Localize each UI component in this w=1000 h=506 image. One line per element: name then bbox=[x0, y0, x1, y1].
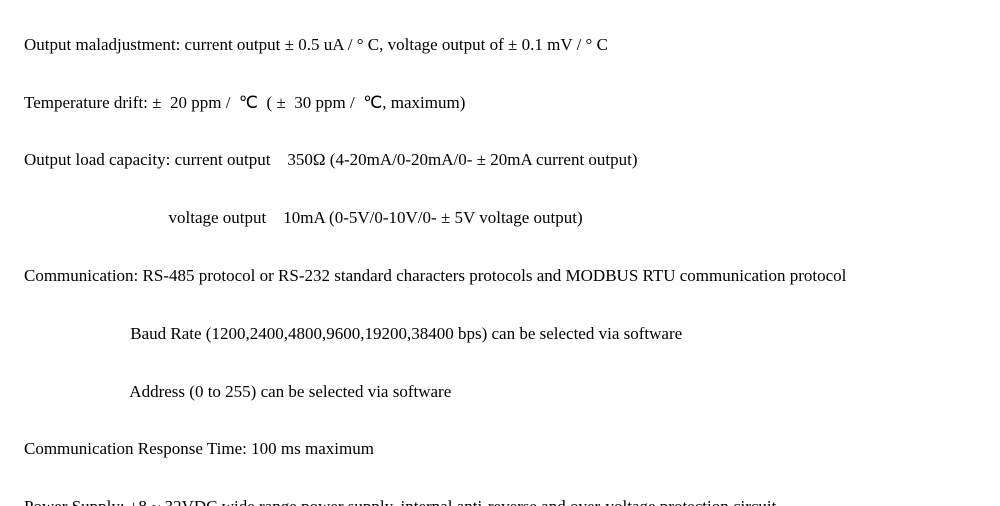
line-communication-baud-rate: Baud Rate (1200,2400,4800,9600,19200,384… bbox=[24, 320, 1000, 349]
line-communication-address: Address (0 to 255) can be selected via s… bbox=[24, 378, 1000, 407]
line-temperature-drift: Temperature drift: ± 20 ppm / ℃ ( ± 30 p… bbox=[24, 89, 1000, 118]
line-communication-protocols: Communication: RS-485 protocol or RS-232… bbox=[24, 262, 1000, 291]
line-communication-response: Communication Response Time: 100 ms maxi… bbox=[24, 435, 1000, 464]
line-power-supply: Power Supply: +8 ~ 32VDC wide range powe… bbox=[24, 493, 1000, 506]
line-output-load-voltage: voltage output 10mA (0-5V/0-10V/0- ± 5V … bbox=[24, 204, 1000, 233]
spec-sheet: Output maladjustment: current output ± 0… bbox=[0, 0, 1000, 506]
line-output-load-current: Output load capacity: current output 350… bbox=[24, 146, 1000, 175]
line-output-maladjustment: Output maladjustment: current output ± 0… bbox=[24, 31, 1000, 60]
